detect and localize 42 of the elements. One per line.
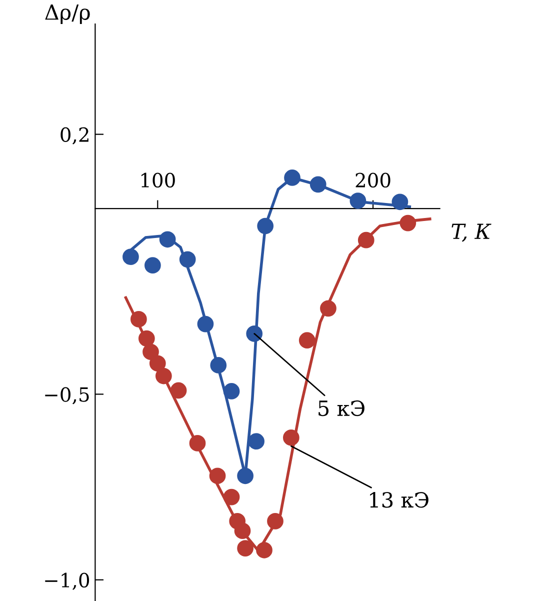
point xyxy=(189,435,206,452)
point xyxy=(170,382,187,399)
point xyxy=(223,383,240,400)
point xyxy=(237,540,254,556)
point xyxy=(179,251,196,268)
y-axis-title: Δρ/ρ xyxy=(45,4,90,24)
point xyxy=(267,512,284,530)
point xyxy=(400,214,416,232)
point xyxy=(310,176,326,193)
point xyxy=(257,218,274,234)
point xyxy=(237,468,254,484)
point xyxy=(298,332,316,349)
annotation: 5 кЭ xyxy=(318,400,364,416)
point xyxy=(159,231,176,248)
point xyxy=(246,325,263,342)
point xyxy=(142,344,159,360)
x-tick-label: 100 xyxy=(141,172,175,188)
x-axis-title: T, К xyxy=(452,224,492,242)
point xyxy=(155,368,172,384)
point xyxy=(122,248,139,266)
point xyxy=(223,488,240,506)
point xyxy=(350,192,366,209)
point xyxy=(210,357,227,374)
point xyxy=(138,330,155,347)
point xyxy=(209,468,226,484)
point xyxy=(234,522,251,540)
y-tick-label: −0,5 xyxy=(45,387,89,404)
annotation: 13 кЭ xyxy=(370,492,428,508)
point xyxy=(284,170,300,186)
point xyxy=(358,232,374,248)
point xyxy=(320,300,336,317)
point xyxy=(197,316,214,332)
y-tick-label: 0,2 xyxy=(60,127,88,144)
point xyxy=(149,355,166,372)
point xyxy=(130,311,147,328)
point xyxy=(248,433,264,450)
point xyxy=(392,194,408,210)
x-tick-label: 200 xyxy=(356,172,390,188)
point xyxy=(256,542,272,558)
point xyxy=(282,429,300,446)
y-tick-label: −1,0 xyxy=(45,572,90,590)
point xyxy=(144,257,161,274)
